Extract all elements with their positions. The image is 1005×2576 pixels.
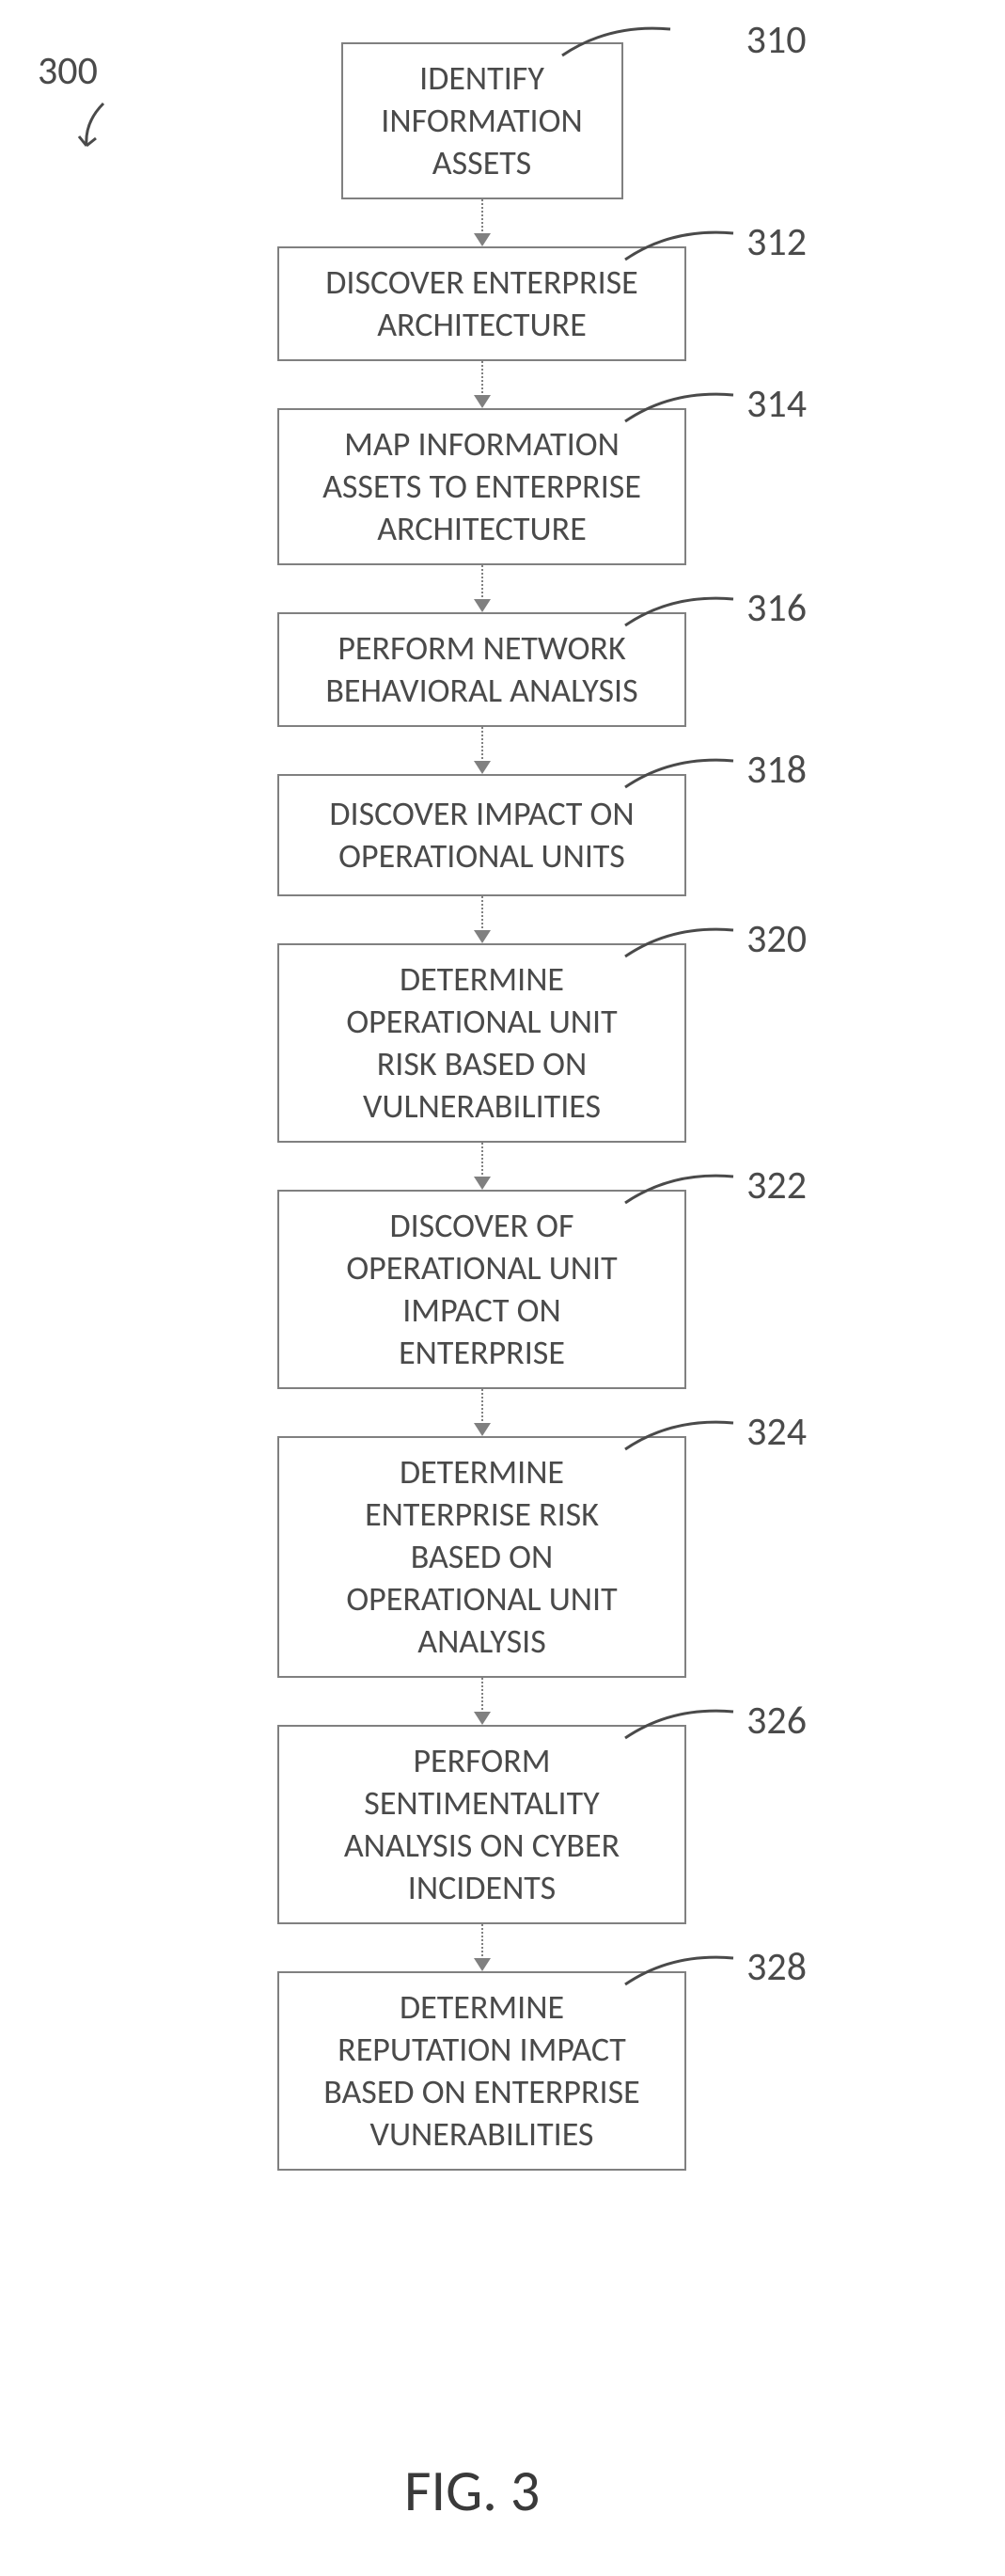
arrow-320-to-322 <box>474 1143 491 1190</box>
arrow-line <box>481 199 483 235</box>
step-316: PERFORM NETWORKBEHAVIORAL ANALYSIS316 <box>277 612 686 727</box>
step-label-310: 310 <box>746 16 807 64</box>
step-318: DISCOVER IMPACT ONOPERATIONAL UNITS318 <box>277 774 686 896</box>
callout-line-326 <box>620 1699 752 1746</box>
callout-line-318 <box>620 748 752 795</box>
step-box-314: MAP INFORMATIONASSETS TO ENTERPRISEARCHI… <box>277 408 686 565</box>
arrow-head-icon <box>474 599 491 612</box>
arrow-322-to-324 <box>474 1389 491 1436</box>
step-label-322: 322 <box>746 1162 807 1209</box>
arrow-314-to-316 <box>474 565 491 612</box>
step-box-320: DETERMINEOPERATIONAL UNITRISK BASED ONVU… <box>277 943 686 1143</box>
callout-line-314 <box>620 382 752 429</box>
arrow-318-to-320 <box>474 896 491 943</box>
diagram-number-arrow <box>66 99 132 169</box>
arrow-line <box>481 565 483 601</box>
arrow-head-icon <box>474 1423 491 1436</box>
arrow-head-icon <box>474 1958 491 1971</box>
step-label-316: 316 <box>746 584 807 632</box>
arrow-312-to-314 <box>474 361 491 408</box>
callout-line-310 <box>557 16 689 63</box>
callout-line-320 <box>620 917 752 964</box>
step-320: DETERMINEOPERATIONAL UNITRISK BASED ONVU… <box>277 943 686 1143</box>
callout-line-328 <box>620 1945 752 1992</box>
arrow-head-icon <box>474 233 491 246</box>
step-310: IDENTIFYINFORMATIONASSETS310 <box>341 42 623 199</box>
arrow-310-to-312 <box>474 199 491 246</box>
step-label-312: 312 <box>746 218 807 266</box>
step-box-324: DETERMINEENTERPRISE RISKBASED ONOPERATIO… <box>277 1436 686 1678</box>
step-label-328: 328 <box>746 1943 807 1991</box>
callout-line-316 <box>620 586 752 633</box>
step-label-314: 314 <box>746 380 807 428</box>
arrow-line <box>481 361 483 397</box>
step-326: PERFORMSENTIMENTALITYANALYSIS ON CYBERIN… <box>277 1725 686 1924</box>
step-box-310: IDENTIFYINFORMATIONASSETS <box>341 42 623 199</box>
arrow-line <box>481 1143 483 1178</box>
arrow-line <box>481 1924 483 1960</box>
arrow-326-to-328 <box>474 1924 491 1971</box>
arrow-head-icon <box>474 1712 491 1725</box>
step-box-328: DETERMINEREPUTATION IMPACTBASED ON ENTER… <box>277 1971 686 2171</box>
step-322: DISCOVER OFOPERATIONAL UNITIMPACT ONENTE… <box>277 1190 686 1389</box>
arrow-head-icon <box>474 761 491 774</box>
step-328: DETERMINEREPUTATION IMPACTBASED ON ENTER… <box>277 1971 686 2171</box>
arrow-line <box>481 896 483 932</box>
step-324: DETERMINEENTERPRISE RISKBASED ONOPERATIO… <box>277 1436 686 1678</box>
arrow-head-icon <box>474 930 491 943</box>
figure-caption: FIG. 3 <box>404 2455 540 2526</box>
arrow-head-icon <box>474 1177 491 1190</box>
step-box-322: DISCOVER OFOPERATIONAL UNITIMPACT ONENTE… <box>277 1190 686 1389</box>
arrow-line <box>481 1678 483 1714</box>
arrow-line <box>481 727 483 763</box>
arrow-316-to-318 <box>474 727 491 774</box>
callout-line-324 <box>620 1410 752 1457</box>
step-label-326: 326 <box>746 1697 807 1745</box>
callout-line-312 <box>620 220 752 267</box>
step-box-326: PERFORMSENTIMENTALITYANALYSIS ON CYBERIN… <box>277 1725 686 1924</box>
step-label-324: 324 <box>746 1408 807 1456</box>
flowchart-container: IDENTIFYINFORMATIONASSETS310 DISCOVER ENT… <box>277 42 686 2171</box>
callout-line-322 <box>620 1163 752 1210</box>
step-312: DISCOVER ENTERPRISEARCHITECTURE312 <box>277 246 686 361</box>
step-314: MAP INFORMATIONASSETS TO ENTERPRISEARCHI… <box>277 408 686 565</box>
step-label-318: 318 <box>746 746 807 794</box>
diagram-number-label: 300 <box>38 47 98 95</box>
arrow-head-icon <box>474 395 491 408</box>
arrow-324-to-326 <box>474 1678 491 1725</box>
step-label-320: 320 <box>746 915 807 963</box>
arrow-line <box>481 1389 483 1425</box>
